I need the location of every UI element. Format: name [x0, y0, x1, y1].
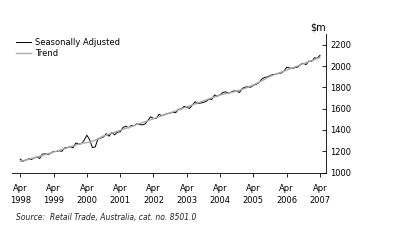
Text: Apr: Apr	[146, 184, 161, 193]
Seasonally Adjusted	[121, 126, 125, 129]
Text: 1998: 1998	[10, 196, 31, 205]
Seasonally Adjusted	[218, 93, 222, 96]
Trend	[18, 160, 23, 163]
Trend	[181, 106, 186, 109]
Text: Apr: Apr	[46, 184, 61, 193]
Line: Seasonally Adjusted: Seasonally Adjusted	[20, 55, 320, 161]
Text: Apr: Apr	[279, 184, 294, 193]
Text: 2003: 2003	[176, 196, 197, 205]
Trend	[318, 56, 322, 59]
Trend	[40, 154, 45, 157]
Text: Apr: Apr	[79, 184, 94, 193]
Text: 2006: 2006	[276, 196, 297, 205]
Text: Apr: Apr	[179, 184, 194, 193]
Legend: Seasonally Adjusted, Trend: Seasonally Adjusted, Trend	[16, 38, 120, 58]
Seasonally Adjusted	[21, 160, 25, 163]
Text: Apr: Apr	[13, 184, 27, 193]
Trend	[101, 135, 106, 137]
Text: 2007: 2007	[309, 196, 331, 205]
Text: 2001: 2001	[110, 196, 131, 205]
Text: 2000: 2000	[76, 196, 97, 205]
Line: Trend: Trend	[20, 57, 320, 161]
Text: Apr: Apr	[213, 184, 227, 193]
Text: 1999: 1999	[43, 196, 64, 205]
Trend	[179, 108, 183, 110]
Text: 2005: 2005	[243, 196, 264, 205]
Seasonally Adjusted	[43, 153, 48, 155]
Text: $m: $m	[310, 23, 326, 33]
Seasonally Adjusted	[318, 54, 322, 57]
Text: 2002: 2002	[143, 196, 164, 205]
Seasonally Adjusted	[18, 158, 23, 160]
Trend	[215, 94, 220, 97]
Seasonally Adjusted	[104, 132, 109, 135]
Text: 2004: 2004	[210, 196, 231, 205]
Text: Apr: Apr	[313, 184, 327, 193]
Seasonally Adjusted	[181, 105, 186, 108]
Seasonally Adjusted	[184, 106, 189, 109]
Text: Apr: Apr	[113, 184, 127, 193]
Trend	[118, 129, 123, 132]
Text: Source:  Retail Trade, Australia, cat. no. 8501.0: Source: Retail Trade, Australia, cat. no…	[16, 213, 196, 222]
Text: Apr: Apr	[246, 184, 261, 193]
